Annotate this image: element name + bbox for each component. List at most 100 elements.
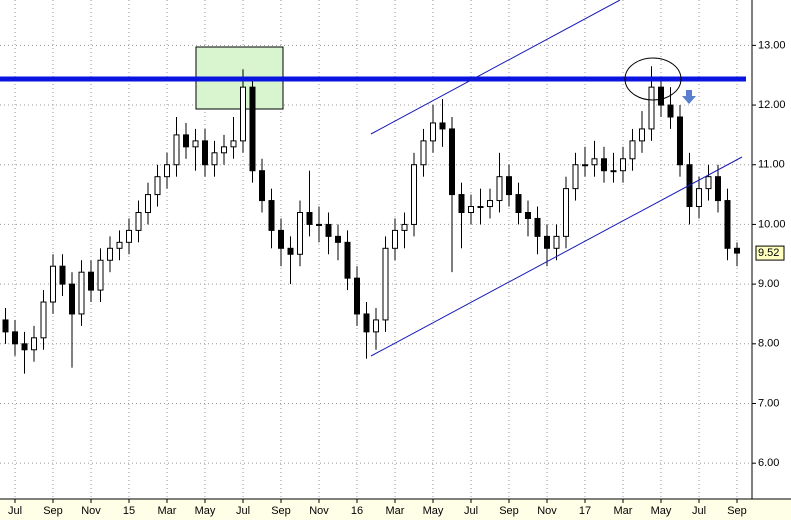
x-tick-label: Sep (43, 505, 63, 517)
candle-body (173, 134, 180, 166)
candle-body (2, 319, 9, 333)
candle-body (610, 170, 617, 173)
candle-body (629, 140, 636, 160)
candle-body (240, 86, 247, 142)
candle-body (164, 164, 171, 178)
candle-body (619, 158, 626, 172)
x-axis-band (0, 499, 791, 520)
candle-body (401, 223, 408, 231)
labels: 6.00 7.00 8.00 9.00 10.00 11.00 12.00 13.00 Jul S… (8, 39, 786, 517)
candle-body (543, 235, 550, 249)
candle-body (88, 271, 95, 291)
y-tick-label: 12.00 (758, 99, 786, 111)
candle-body (581, 164, 588, 167)
candle-body (278, 229, 285, 249)
candle-body (107, 247, 114, 261)
candle-body (21, 343, 28, 351)
peak-circle (624, 57, 682, 101)
down-arrow (682, 90, 696, 104)
y-tick-label: 6.00 (758, 457, 779, 469)
candle-body (354, 277, 361, 315)
candle-body (524, 211, 531, 219)
candle-body (211, 152, 218, 166)
y-tick-label: 11.00 (758, 159, 785, 171)
candle-body (591, 158, 598, 166)
last-price-box (755, 245, 785, 261)
candle-body (145, 194, 152, 213)
x-tick-label: May (423, 505, 444, 517)
candle-body (325, 223, 332, 237)
candle-body (249, 86, 256, 172)
candle-body (335, 235, 342, 243)
candle-body (59, 265, 66, 285)
x-tick-label: Mar (614, 505, 633, 517)
channel-lower (370, 156, 743, 357)
candle-body (135, 211, 142, 231)
candle-body (316, 223, 323, 226)
candle-body (724, 200, 731, 249)
y-tick-label: 7.00 (758, 397, 779, 409)
candle-body (126, 229, 133, 243)
candle-body (657, 86, 664, 106)
candle-body (183, 134, 190, 148)
candle-body (562, 188, 569, 237)
candle-body (259, 170, 266, 202)
candle-body (448, 128, 455, 196)
x-tick-label: Nov (537, 505, 557, 517)
candle-body (486, 200, 493, 208)
x-tick-label: 17 (579, 505, 591, 517)
candle-body (192, 140, 199, 148)
candle-body (50, 265, 57, 303)
x-tick-label: Nov (81, 505, 101, 517)
candle-body (40, 301, 47, 339)
candle-body (268, 200, 275, 231)
candle-body (78, 271, 85, 315)
candle-body (373, 319, 379, 333)
candle-body (705, 176, 712, 190)
candle-body (439, 122, 446, 130)
candle-body (505, 176, 512, 196)
x-tick-label: Jul (8, 505, 22, 517)
x-tick-label: 15 (123, 505, 135, 517)
candle-body (306, 211, 313, 225)
candle-body (202, 140, 209, 166)
candle-body (410, 164, 417, 225)
candle-body (733, 247, 740, 254)
candle-body (638, 128, 645, 142)
candle-body (154, 176, 161, 196)
candle-body (600, 158, 607, 172)
candle-body (363, 313, 370, 333)
x-tick-label: Mar (386, 505, 405, 517)
candle-body (572, 164, 579, 190)
candle-body (714, 176, 721, 202)
candle-body (391, 229, 398, 249)
candle-body (69, 283, 76, 315)
x-tick-label: 16 (351, 505, 363, 517)
candle-body (344, 241, 351, 279)
candle-body (515, 194, 522, 213)
y-tick-label: 8.00 (758, 338, 779, 350)
x-tick-label: Sep (727, 505, 747, 517)
candle-body (297, 211, 304, 255)
x-tick-label: Jul (692, 505, 706, 517)
x-tick-label: Sep (499, 505, 519, 517)
y-tick-label: 9.00 (758, 278, 779, 290)
x-tick-label: May (651, 505, 672, 517)
candle-body (534, 217, 541, 237)
candle-body (429, 122, 436, 142)
candle-body (12, 331, 19, 345)
candle-body (667, 104, 674, 118)
candle-body (553, 235, 560, 249)
x-tick-label: Sep (271, 505, 291, 517)
x-tick-label: Jul (236, 505, 250, 517)
candle-body (382, 247, 389, 321)
candle-body (695, 188, 702, 208)
channel-upper (370, 0, 621, 135)
candle-body (97, 259, 104, 291)
candle-body (648, 86, 655, 130)
candle-body (31, 337, 38, 351)
x-tick-label: Nov (309, 505, 329, 517)
candle-body (467, 206, 474, 213)
candle-body (458, 194, 465, 213)
